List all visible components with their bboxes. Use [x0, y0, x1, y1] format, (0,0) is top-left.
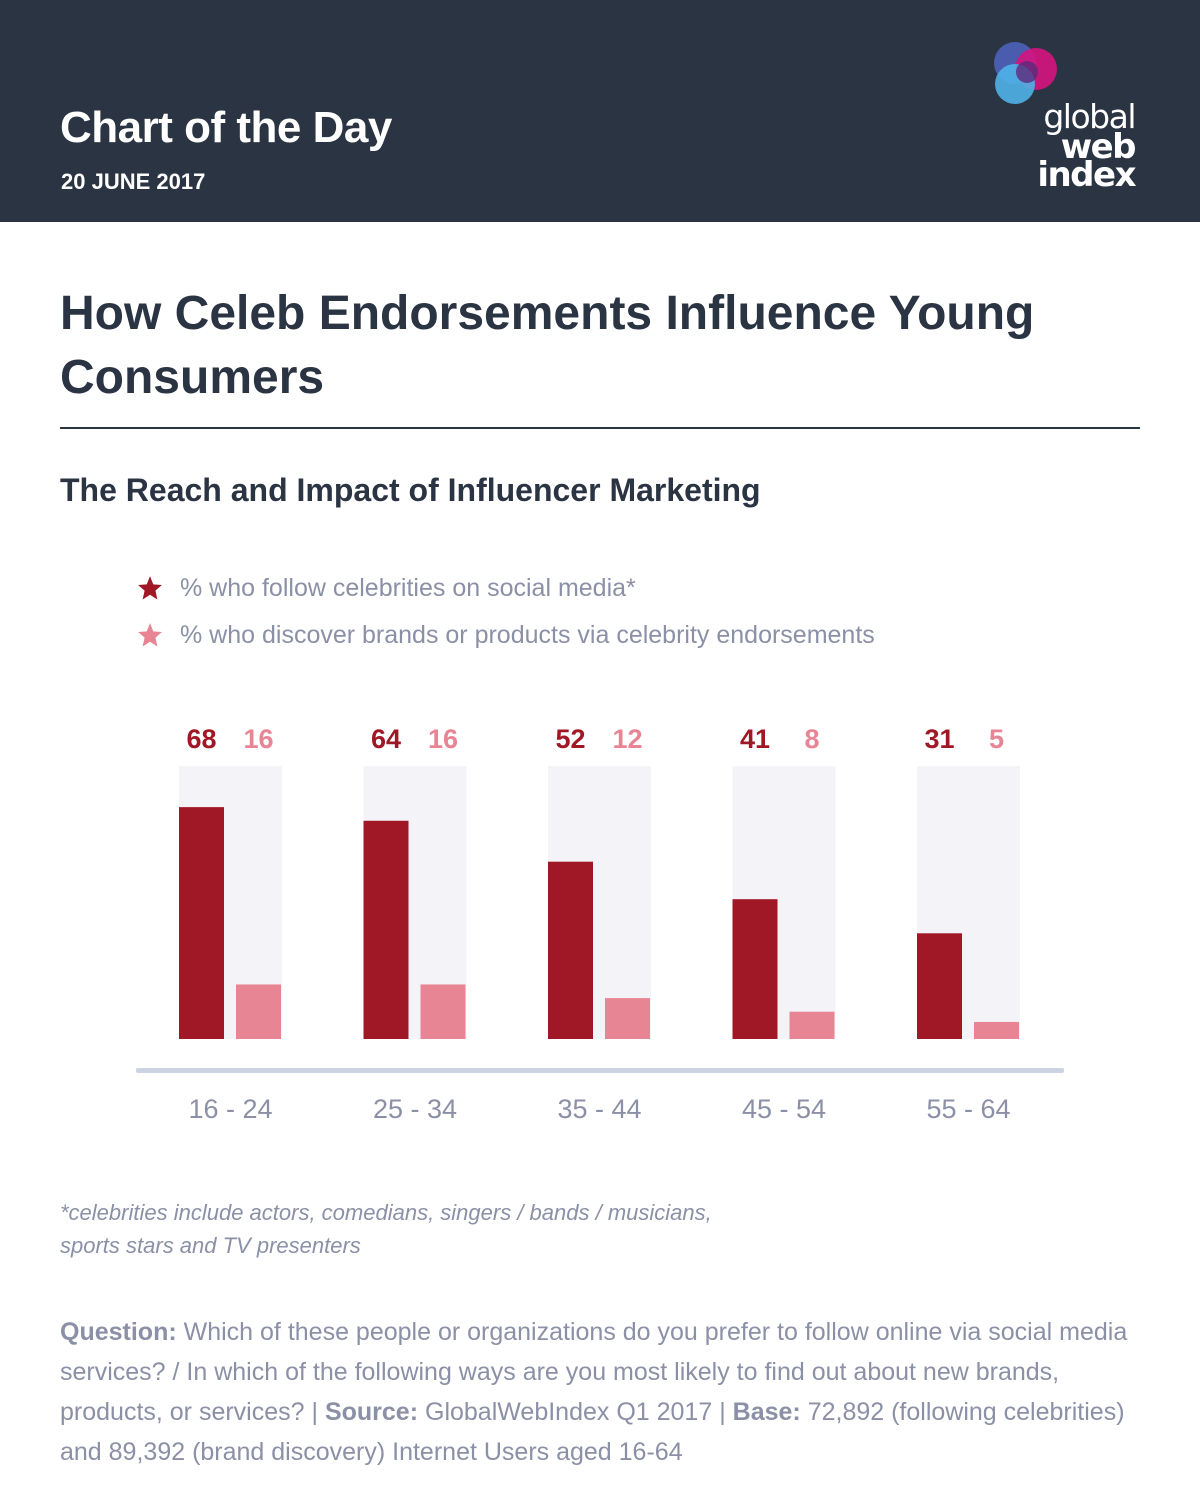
legend-label-follow: % who follow celebrities on social media…	[180, 573, 636, 602]
data-label: 16	[428, 724, 458, 754]
header-band: Chart of the Day 20 JUNE 2017 global web…	[0, 0, 1200, 222]
globalwebindex-logo: global web index	[985, 36, 1155, 196]
main-title: How Celeb Endorsements Influence Young C…	[60, 287, 1035, 404]
legend-item-discover: % who discover brands or products via ce…	[137, 620, 875, 650]
bar-follow	[732, 899, 778, 1039]
data-label: 52	[555, 724, 585, 754]
data-label: 68	[186, 724, 216, 754]
source-label: Source:	[324, 1398, 419, 1426]
bar-discover	[974, 1021, 1019, 1039]
data-label: 41	[740, 724, 770, 754]
footnote-line-2: sports stars and TV presenters	[60, 1233, 361, 1258]
data-label: 64	[371, 724, 401, 754]
footnote: *celebrities include actors, comedians, …	[60, 1196, 820, 1262]
data-label: 8	[804, 724, 819, 754]
data-label: 31	[924, 724, 954, 754]
bar-discover	[236, 984, 281, 1039]
chart-subtitle: The Reach and Impact of Influencer Marke…	[60, 472, 761, 508]
bar-discover	[605, 998, 650, 1039]
x-tick-label: 55 - 64	[926, 1094, 1010, 1124]
bar-chart: 68 16 16 - 24 64 16 25 - 34 52 12 35 - 44 41 8 45 -…	[136, 724, 1064, 1124]
data-label: 16	[243, 724, 273, 754]
bar-follow	[917, 933, 962, 1039]
header-title: Chart of the Day	[60, 103, 392, 152]
x-axis-line	[136, 1068, 1064, 1073]
x-tick-label: 35 - 44	[557, 1094, 641, 1124]
star-icon	[138, 576, 162, 600]
question-text: Which of these people or organizations d…	[60, 1318, 1128, 1426]
bar-discover	[420, 984, 466, 1039]
data-label: 5	[989, 724, 1004, 754]
logo-word-web: web	[1060, 127, 1137, 167]
bar-discover	[789, 1011, 835, 1039]
x-tick-label: 45 - 54	[742, 1094, 826, 1124]
data-label: 12	[612, 724, 642, 754]
bar-follow	[179, 807, 224, 1039]
x-tick-label: 16 - 24	[188, 1094, 272, 1124]
separator: |	[719, 1398, 726, 1426]
logo-word-index: index	[1037, 155, 1136, 195]
methodology-note: Question: Which of these people or organ…	[60, 1312, 1150, 1472]
separator: |	[311, 1398, 319, 1426]
question-label: Question:	[60, 1318, 177, 1346]
bar-follow	[363, 820, 409, 1039]
source-text: GlobalWebIndex Q1 2017	[425, 1398, 713, 1426]
bar-follow	[548, 861, 593, 1039]
legend-item-follow: % who follow celebrities on social media…	[137, 573, 636, 603]
logo-word-global: global	[1043, 97, 1136, 136]
title-divider	[60, 427, 1140, 429]
header-date: 20 JUNE 2017	[61, 169, 206, 194]
footnote-line-1: *celebrities include actors, comedians, …	[60, 1200, 712, 1225]
base-label: Base:	[732, 1398, 801, 1426]
logo-circles-icon	[994, 42, 1057, 104]
base-text: 72,892 (following celebrities) and 89,39…	[60, 1398, 1125, 1466]
x-tick-label: 25 - 34	[373, 1094, 457, 1124]
legend-label-discover: % who discover brands or products via ce…	[180, 620, 875, 649]
star-icon	[138, 623, 162, 647]
